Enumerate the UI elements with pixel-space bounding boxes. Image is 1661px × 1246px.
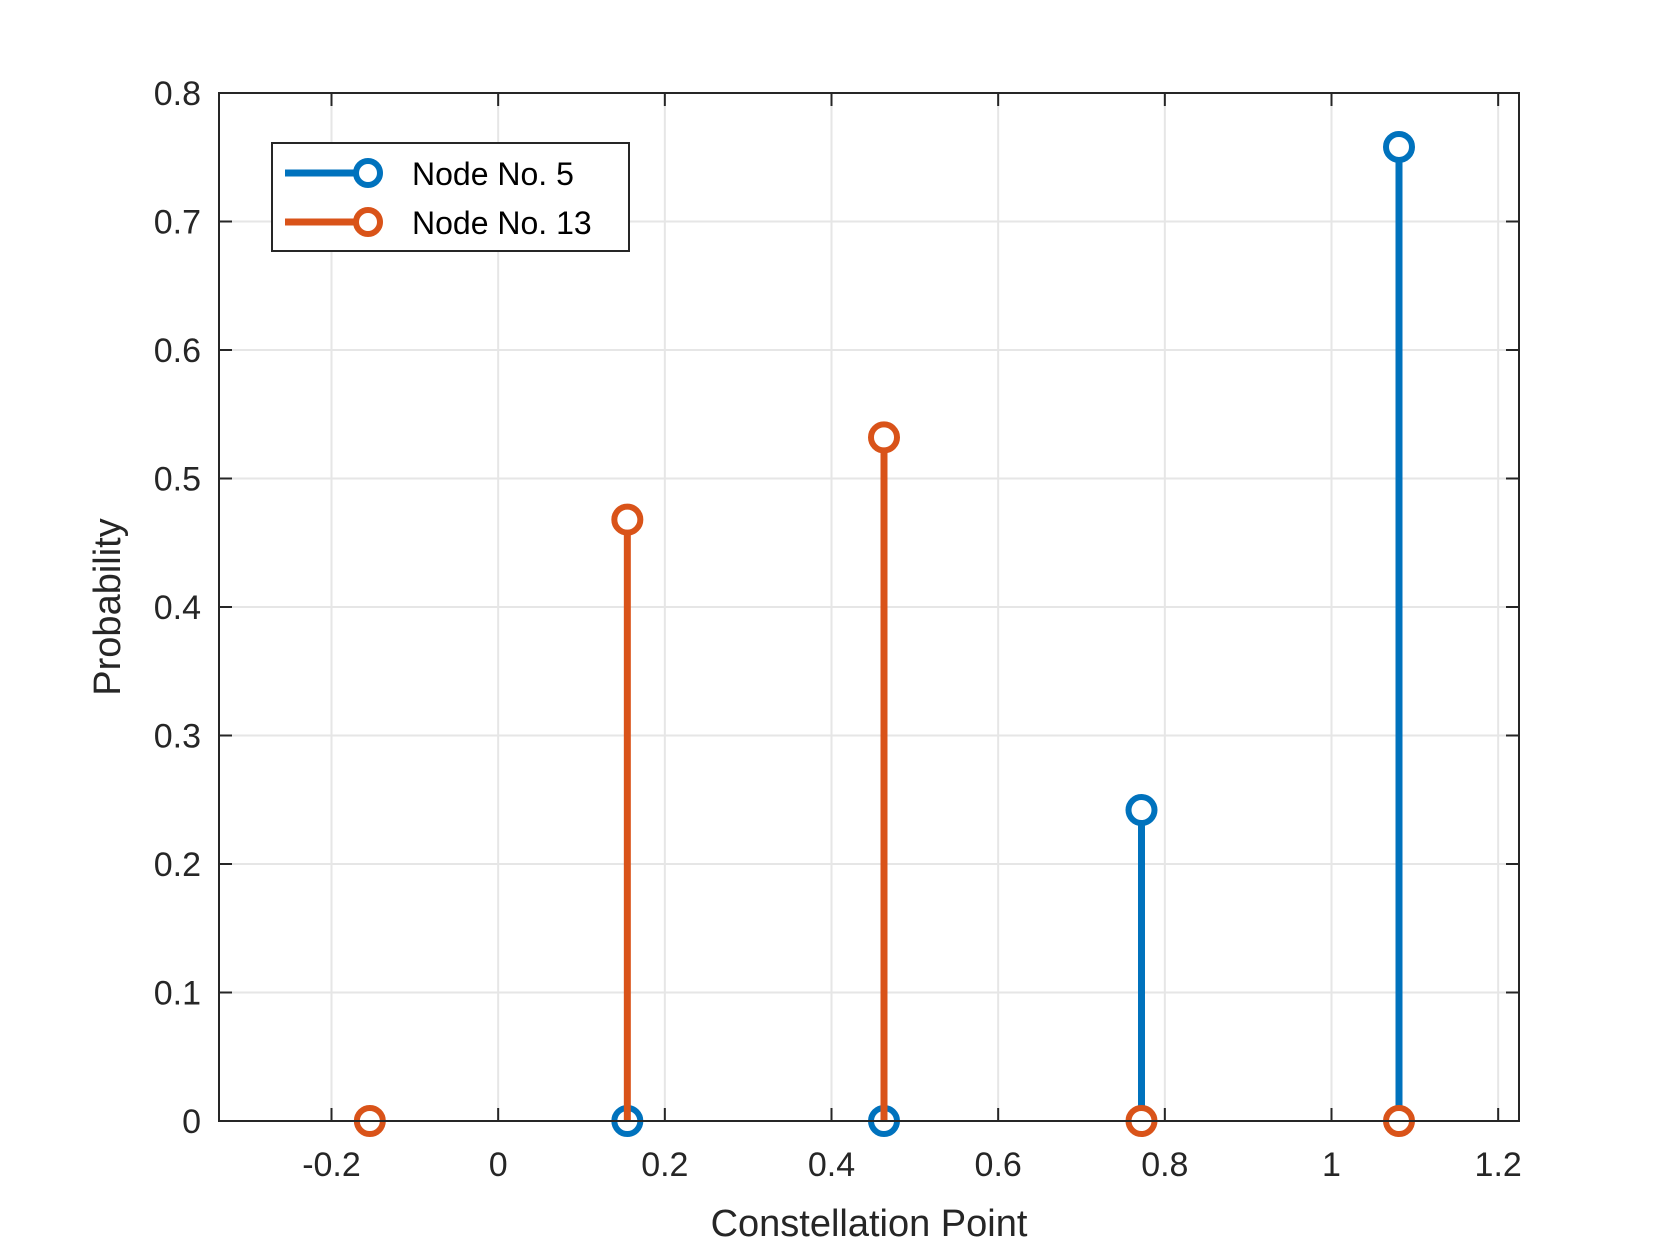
y-tick-label: 0.1 xyxy=(154,975,201,1013)
y-tick-label: 0.5 xyxy=(154,461,201,499)
data-stems xyxy=(353,130,1415,1137)
y-tick-label: 0.3 xyxy=(154,718,201,756)
x-tick-labels: -0.2 0 0.2 0.4 0.6 0.8 1 1.2 xyxy=(302,1146,1522,1184)
y-tick-label: 0.6 xyxy=(154,332,201,370)
axes-box xyxy=(218,92,1520,1122)
stem-marker xyxy=(611,503,644,536)
legend-label: Node No. 5 xyxy=(412,156,574,192)
x-tick-label: 0.4 xyxy=(808,1146,855,1184)
x-tick-label: 1.2 xyxy=(1475,1146,1522,1184)
stem-marker xyxy=(868,421,900,454)
x-tick-label: 0.6 xyxy=(975,1146,1022,1184)
y-tick-labels: 0 0.1 0.2 0.3 0.4 0.5 0.6 0.7 0.8 xyxy=(154,75,201,1141)
y-tick-label: 0.2 xyxy=(154,846,201,884)
legend-label: Node No. 13 xyxy=(412,205,592,241)
y-axis-label: Probability xyxy=(87,518,129,695)
x-tick-label: 0.2 xyxy=(641,1146,688,1184)
y-tick-label: 0.4 xyxy=(154,589,201,627)
stem-marker xyxy=(1383,130,1415,163)
series-1 xyxy=(611,130,1415,1137)
legend-marker xyxy=(353,207,383,237)
x-tick-label: -0.2 xyxy=(302,1146,361,1184)
y-tick-label: 0 xyxy=(182,1103,201,1141)
x-axis-label: Constellation Point xyxy=(711,1203,1028,1245)
legend-marker xyxy=(353,158,383,188)
x-tick-label: 0.8 xyxy=(1141,1146,1188,1184)
stem-marker xyxy=(1125,794,1158,827)
y-tick-label: 0.7 xyxy=(154,204,201,242)
legend-box xyxy=(271,142,630,252)
y-tick-label: 0.8 xyxy=(154,75,201,113)
x-tick-label: 0 xyxy=(489,1146,508,1184)
x-tick-label: 1 xyxy=(1322,1146,1341,1184)
legend: Node No. 5 Node No. 13 xyxy=(271,142,630,252)
axes-frame xyxy=(218,92,1520,1122)
